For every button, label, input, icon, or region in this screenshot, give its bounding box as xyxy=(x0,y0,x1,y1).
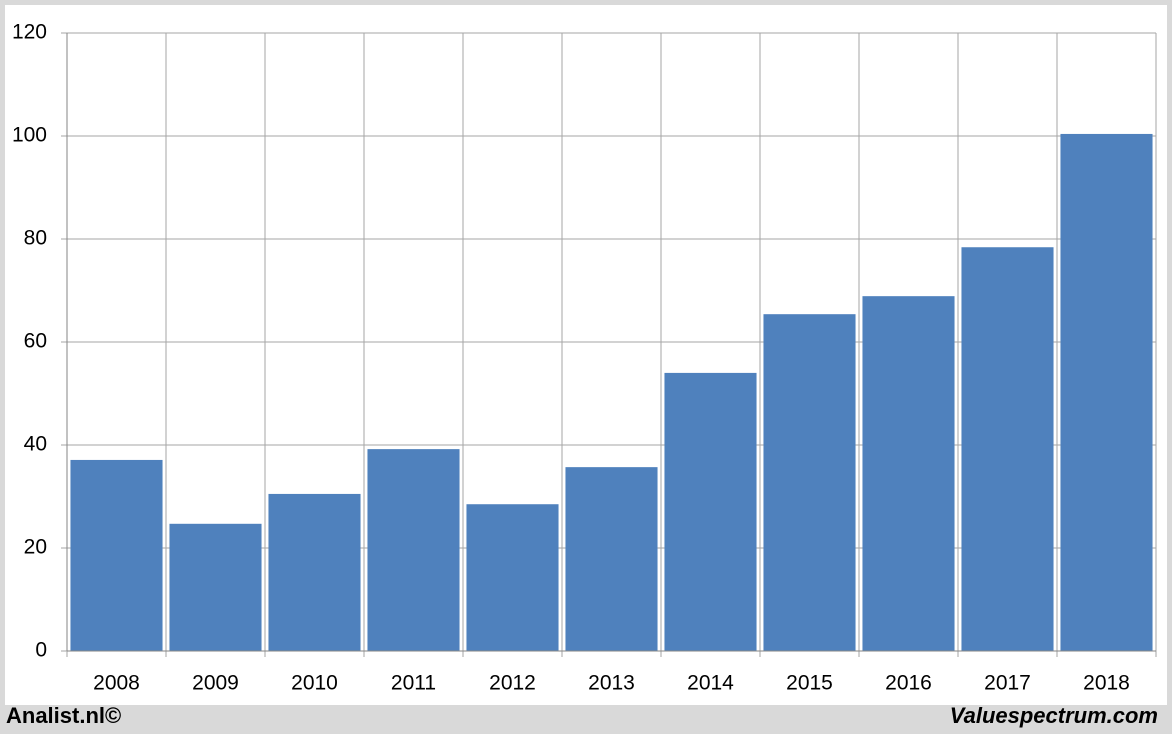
bar xyxy=(862,296,955,651)
footer-left: Analist.nl© xyxy=(6,703,121,728)
bar xyxy=(169,523,262,651)
y-tick-label: 120 xyxy=(12,21,47,44)
x-tick-label: 2013 xyxy=(588,672,635,695)
x-tick-label: 2015 xyxy=(786,672,833,695)
x-tick-label: 2009 xyxy=(192,672,239,695)
y-tick-label: 0 xyxy=(35,639,47,662)
bar xyxy=(763,314,856,651)
bar xyxy=(268,493,361,651)
x-tick-label: 2017 xyxy=(984,672,1031,695)
x-tick-label: 2010 xyxy=(291,672,338,695)
y-tick-label: 60 xyxy=(24,330,47,353)
x-tick-label: 2008 xyxy=(93,672,140,695)
bar xyxy=(70,459,163,651)
x-tick-label: 2012 xyxy=(489,672,536,695)
bar xyxy=(367,449,460,651)
bar xyxy=(1060,133,1153,651)
y-tick-label: 100 xyxy=(12,124,47,147)
bar xyxy=(466,504,559,651)
y-tick-label: 80 xyxy=(24,227,47,250)
footer-right: Valuespectrum.com xyxy=(950,703,1158,728)
y-tick-label: 20 xyxy=(24,536,47,559)
y-tick-label: 40 xyxy=(24,433,47,456)
x-tick-label: 2014 xyxy=(687,672,734,695)
bar xyxy=(664,372,757,651)
bar xyxy=(961,247,1054,652)
x-tick-label: 2018 xyxy=(1083,672,1130,695)
x-tick-label: 2016 xyxy=(885,672,932,695)
bar xyxy=(565,467,658,651)
x-tick-label: 2011 xyxy=(391,672,436,695)
